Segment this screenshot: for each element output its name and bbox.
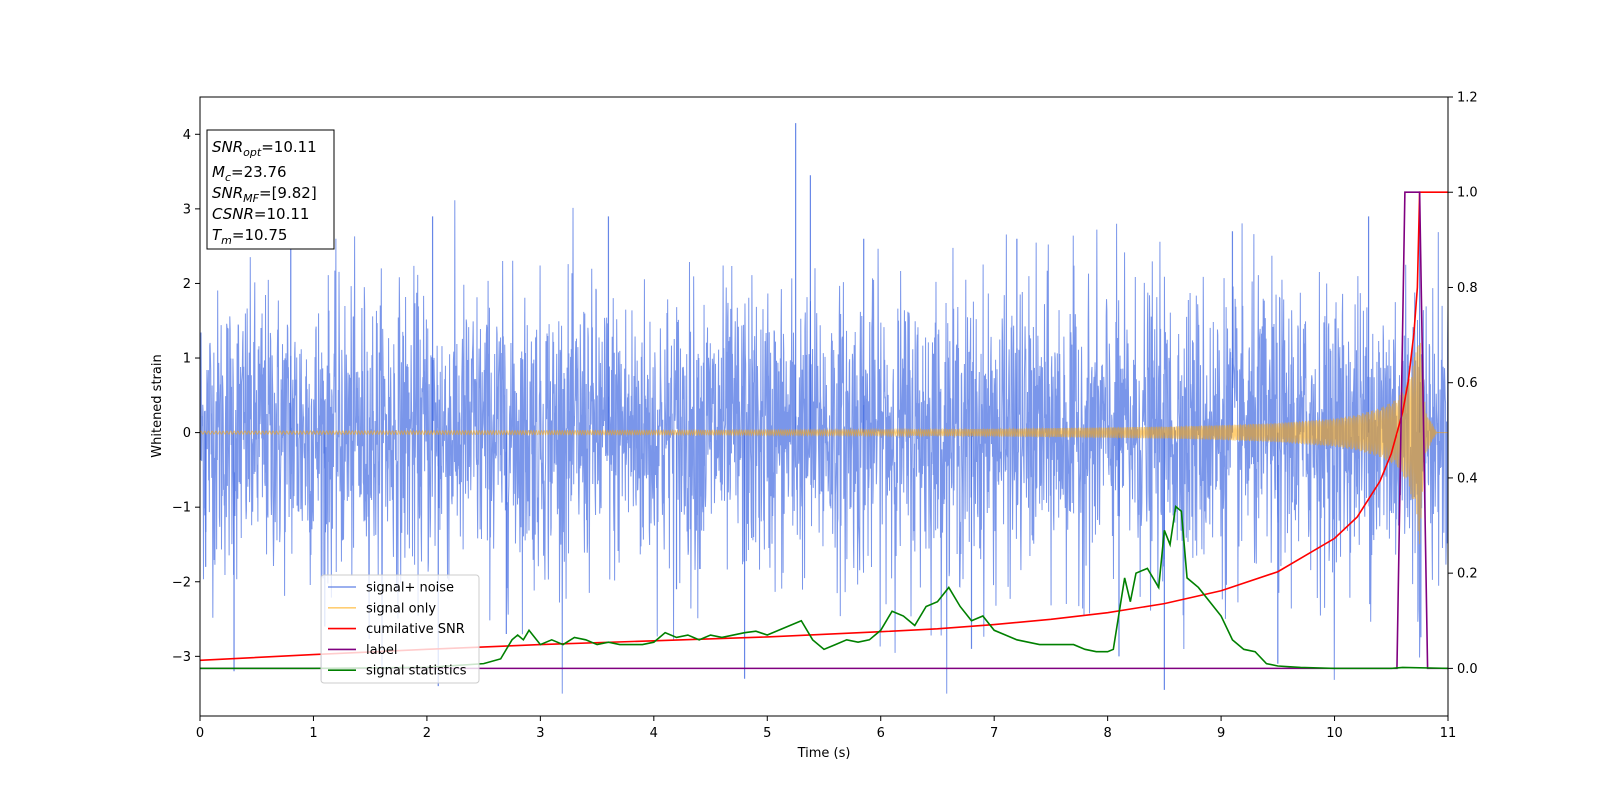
x-tick-label: 2 [423, 726, 431, 741]
cumulative-snr-line [200, 191, 1448, 662]
y-tick-label: 2 [183, 277, 191, 292]
y2-tick-label: 1.2 [1457, 91, 1478, 106]
info-snr-mf: SNRMF=[9.82] [212, 184, 317, 205]
x-tick-label: 3 [536, 726, 544, 741]
info-snr-opt: SNRopt=10.11 [212, 138, 317, 159]
x-axis-label: Time (s) [797, 746, 851, 761]
plot-frame [199, 96, 1449, 717]
info-tm-sub: m [221, 234, 232, 247]
legend-entry: signal+ noise [366, 581, 454, 596]
info-mc: Mc=23.76 [212, 163, 287, 184]
info-csnr: CSNR=10.11 [212, 205, 309, 223]
signal-statistics-series [200, 504, 1448, 670]
x-tick-label: 8 [1103, 726, 1111, 741]
y2-tick-label: 0.2 [1457, 567, 1478, 582]
info-box: SNRopt=10.11 Mc=23.76 SNRMF=[9.82] CSNR=… [206, 129, 335, 250]
legend-entry: label [366, 643, 397, 658]
y2-tick-label: 1.0 [1457, 186, 1478, 201]
x-tick-label: 11 [1440, 726, 1457, 741]
legend-entry: signal statistics [366, 664, 467, 679]
plot-area [200, 123, 1448, 694]
y-tick-label: −3 [172, 650, 191, 665]
legend-frame [320, 574, 480, 684]
x-tick-label: 6 [877, 726, 885, 741]
info-snr-opt-value: =10.11 [261, 138, 317, 156]
info-snr-mf-sub: MF [243, 192, 259, 205]
info-tm-base: T [212, 226, 223, 244]
signal-only-line [200, 342, 1448, 545]
info-tm-value: =10.75 [232, 226, 288, 244]
y2-tick-label: 0.6 [1457, 376, 1478, 391]
y-tick-label: −1 [172, 501, 191, 516]
signal-statistics-line [200, 504, 1448, 670]
signal-noise-series [200, 123, 1448, 694]
info-snr-mf-value: =[9.82] [259, 184, 317, 202]
y2-tick-label: 0.8 [1457, 281, 1478, 296]
x-tick-label: 10 [1326, 726, 1343, 741]
info-box-frame [206, 129, 335, 250]
info-tm: Tm=10.75 [212, 226, 287, 247]
info-mc-sub: c [225, 171, 231, 184]
y-tick-label: 0 [183, 426, 191, 441]
y2-tick-label: 0.4 [1457, 471, 1478, 486]
info-snr-opt-base: SNR [212, 138, 243, 156]
x-axis-ticks: 0 1 2 3 4 5 6 7 8 9 10 11 [196, 716, 1456, 741]
y-tick-label: 1 [183, 352, 191, 367]
x-tick-label: 0 [196, 726, 204, 741]
signal-noise-line [200, 200, 1448, 694]
info-snr-opt-sub: opt [243, 146, 262, 159]
y2-axis-ticks: 0.0 0.2 0.4 0.6 0.8 1.0 1.2 [1448, 91, 1478, 677]
legend: signal+ noise signal only cumilative SNR la… [320, 574, 480, 684]
x-tick-label: 5 [763, 726, 771, 741]
y-axis-label: Whitened strain [150, 354, 165, 457]
x-tick-label: 9 [1217, 726, 1225, 741]
y-tick-label: −2 [172, 575, 191, 590]
y-tick-label: 3 [183, 202, 191, 217]
signal-only-series [200, 342, 1448, 545]
cumulative-snr-series [200, 191, 1448, 662]
info-snr-mf-base: SNR [212, 184, 243, 202]
x-tick-label: 1 [309, 726, 317, 741]
info-mc-value: =23.76 [231, 163, 287, 181]
y-tick-label: 4 [183, 128, 191, 143]
x-tick-label: 4 [650, 726, 658, 741]
y-axis-ticks: −3 −2 −1 0 1 2 3 4 [172, 128, 200, 665]
legend-entry: signal only [366, 601, 436, 616]
x-tick-label: 7 [990, 726, 998, 741]
y2-tick-label: 0.0 [1457, 662, 1478, 677]
info-csnr-base: CSNR [212, 205, 254, 223]
info-mc-base: M [212, 163, 225, 181]
legend-entry: cumilative SNR [366, 622, 465, 637]
info-csnr-value: =10.11 [254, 205, 310, 223]
